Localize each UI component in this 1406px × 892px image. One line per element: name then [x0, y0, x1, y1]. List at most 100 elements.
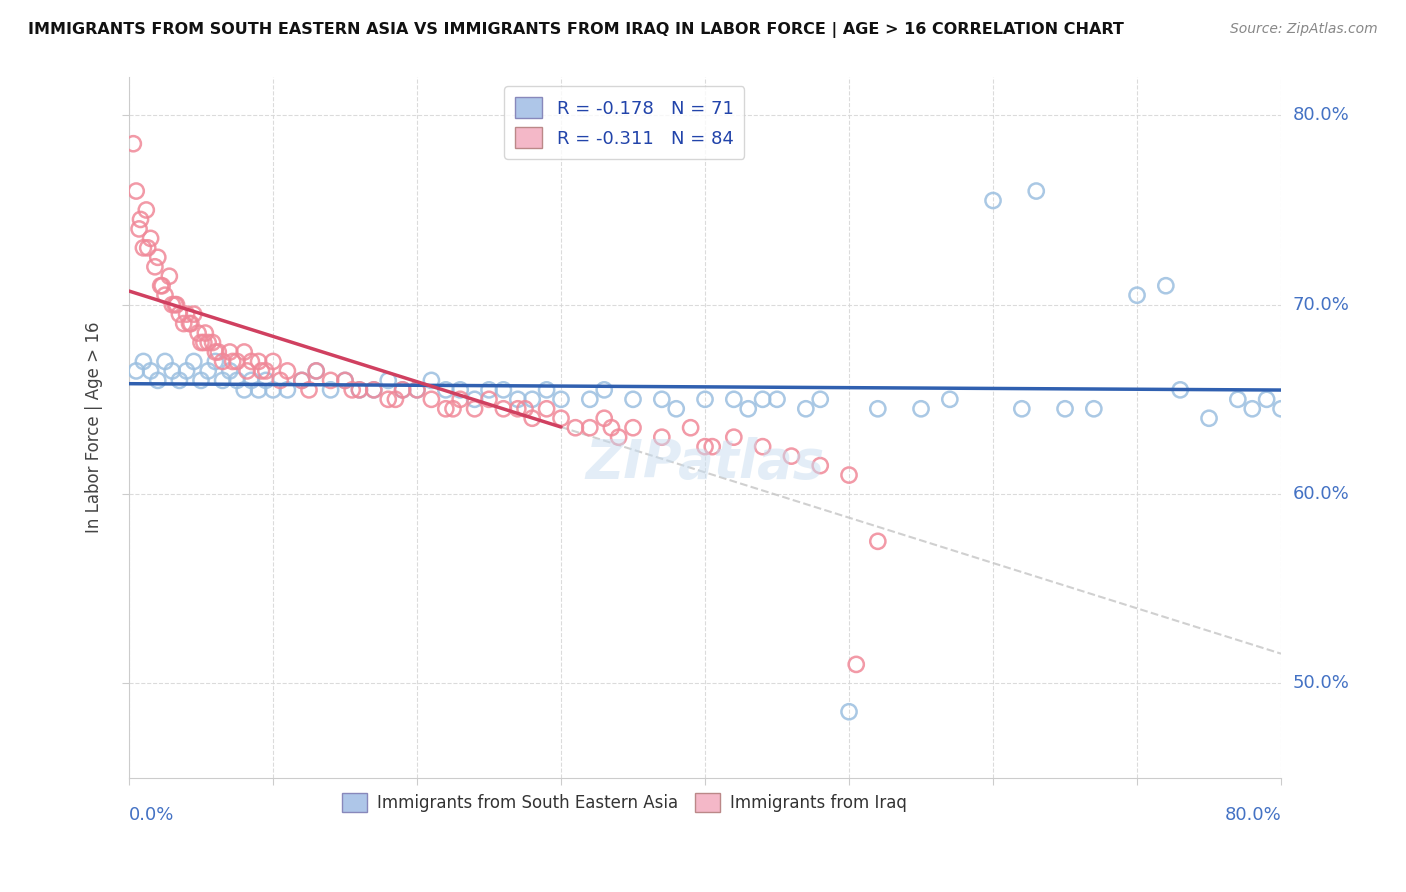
Point: [291, 373, 314, 387]
Point: [125, 184, 148, 198]
Point: [536, 383, 558, 397]
Point: [693, 392, 716, 407]
Point: [190, 373, 212, 387]
Point: [211, 373, 233, 387]
Point: [391, 383, 413, 397]
Point: [125, 364, 148, 378]
Point: [607, 430, 630, 444]
Point: [250, 364, 273, 378]
Point: [723, 392, 745, 407]
Point: [464, 392, 486, 407]
Point: [981, 194, 1004, 208]
Point: [157, 269, 180, 284]
Point: [1168, 383, 1191, 397]
Point: [269, 373, 291, 387]
Point: [342, 383, 364, 397]
Point: [910, 401, 932, 416]
Point: [1154, 278, 1177, 293]
Point: [247, 354, 270, 368]
Point: [305, 364, 328, 378]
Point: [211, 354, 233, 368]
Point: [838, 468, 860, 483]
Point: [226, 373, 249, 387]
Point: [406, 383, 429, 397]
Point: [132, 241, 155, 255]
Point: [146, 250, 169, 264]
Point: [593, 411, 616, 425]
Point: [478, 383, 501, 397]
Point: [180, 317, 202, 331]
Point: [751, 440, 773, 454]
Point: [139, 231, 162, 245]
Point: [149, 278, 172, 293]
Point: [1126, 288, 1149, 302]
Point: [492, 383, 515, 397]
Text: 70.0%: 70.0%: [1292, 295, 1350, 314]
Point: [522, 392, 544, 407]
Point: [319, 383, 342, 397]
Point: [218, 345, 240, 359]
Point: [1053, 401, 1076, 416]
Point: [866, 534, 889, 549]
Point: [160, 364, 183, 378]
Point: [506, 401, 529, 416]
Point: [194, 326, 217, 340]
Point: [651, 392, 673, 407]
Point: [377, 392, 399, 407]
Point: [262, 383, 284, 397]
Point: [578, 392, 600, 407]
Point: [737, 401, 759, 416]
Point: [193, 335, 215, 350]
Point: [766, 392, 789, 407]
Point: [1270, 401, 1292, 416]
Point: [226, 354, 249, 368]
Text: 80.0%: 80.0%: [1292, 106, 1350, 124]
Point: [207, 345, 229, 359]
Point: [254, 364, 277, 378]
Point: [751, 392, 773, 407]
Point: [1083, 401, 1105, 416]
Point: [179, 317, 201, 331]
Point: [349, 383, 371, 397]
Point: [665, 401, 688, 416]
Text: ZIPatlas: ZIPatlas: [585, 437, 824, 489]
Point: [808, 458, 831, 473]
Point: [1299, 383, 1322, 397]
Point: [221, 354, 243, 368]
Text: 0.0%: 0.0%: [129, 806, 174, 824]
Point: [201, 335, 224, 350]
Point: [169, 307, 191, 321]
Point: [135, 202, 157, 217]
Point: [197, 364, 219, 378]
Point: [305, 364, 328, 378]
Point: [236, 364, 259, 378]
Point: [702, 440, 724, 454]
Point: [197, 335, 219, 350]
Point: [160, 298, 183, 312]
Point: [183, 307, 205, 321]
Point: [153, 288, 176, 302]
Point: [593, 383, 616, 397]
Point: [176, 364, 198, 378]
Point: [146, 373, 169, 387]
Point: [434, 401, 457, 416]
Point: [262, 354, 284, 368]
Point: [136, 241, 159, 255]
Point: [377, 373, 399, 387]
Point: [153, 354, 176, 368]
Point: [1256, 392, 1278, 407]
Point: [233, 345, 256, 359]
Point: [187, 326, 209, 340]
Point: [233, 383, 256, 397]
Point: [550, 392, 572, 407]
Point: [845, 657, 868, 672]
Point: [298, 383, 321, 397]
Point: [578, 421, 600, 435]
Point: [240, 373, 263, 387]
Point: [564, 421, 586, 435]
Point: [190, 335, 212, 350]
Point: [218, 364, 240, 378]
Point: [240, 354, 263, 368]
Point: [204, 345, 226, 359]
Text: 60.0%: 60.0%: [1292, 485, 1350, 503]
